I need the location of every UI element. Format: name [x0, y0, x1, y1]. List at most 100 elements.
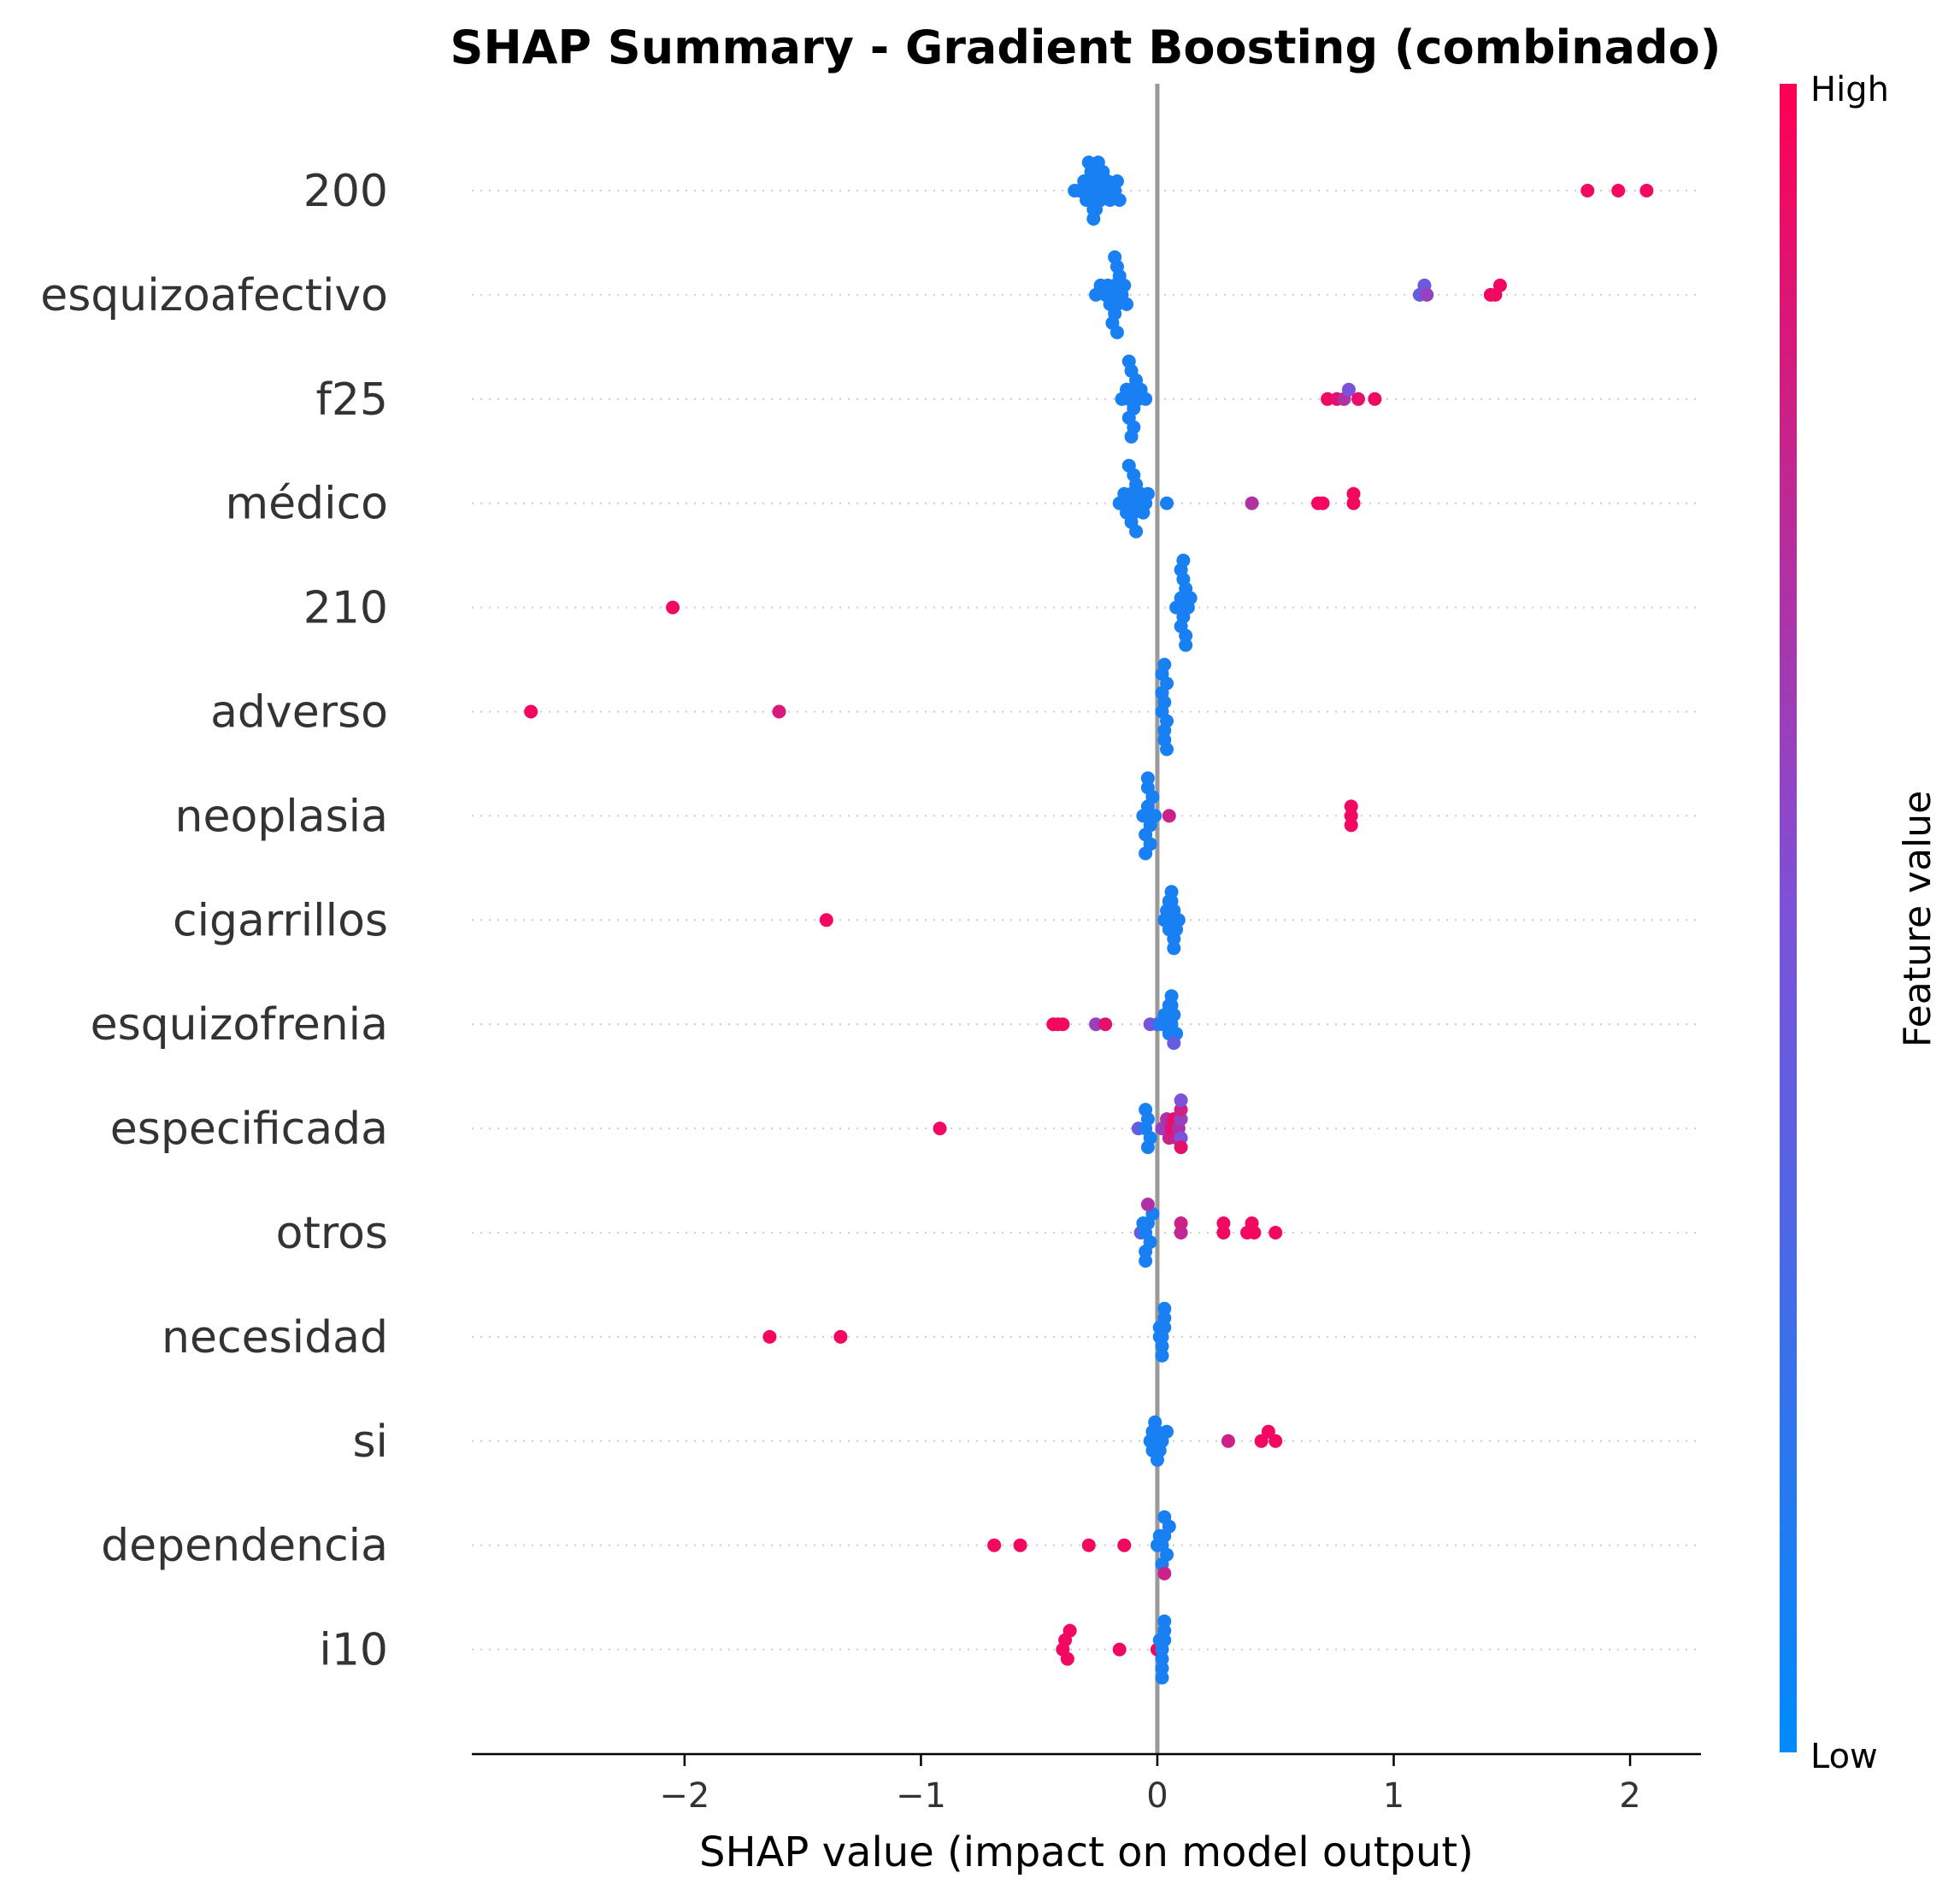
shap-point	[1140, 780, 1155, 795]
x-axis-label: SHAP value (impact on model output)	[699, 1828, 1474, 1876]
shap-point	[1157, 657, 1172, 672]
shap-point	[1062, 1623, 1077, 1638]
shap-point	[1179, 628, 1193, 643]
shap-point	[1140, 771, 1155, 786]
shap-point	[1268, 1226, 1283, 1239]
shap-point	[1580, 184, 1595, 197]
shap-point	[1368, 392, 1382, 406]
shap-point	[1174, 1226, 1188, 1239]
shap-point	[1109, 325, 1124, 339]
shap-point	[1179, 638, 1193, 652]
shap-point	[1346, 496, 1361, 510]
shap-point	[1160, 742, 1174, 757]
shap-point	[1492, 278, 1507, 292]
shap-point	[1139, 1103, 1153, 1117]
shap-point	[1056, 1017, 1070, 1032]
shap-point	[1174, 1112, 1188, 1127]
shap-point	[819, 913, 833, 927]
x-axis-ticks: −2 −1 0 1 2	[659, 1754, 1641, 1816]
shap-point	[1321, 392, 1335, 406]
shap-point	[1261, 1424, 1275, 1439]
feature-labels: 200 esquizoafectivo f25 médico 210 adverso neo…	[40, 166, 388, 1676]
shap-point	[1174, 1140, 1188, 1155]
shap-point	[1346, 486, 1361, 501]
shap-point	[1060, 1652, 1074, 1666]
shap-point	[1109, 174, 1124, 188]
row-gridlines	[472, 190, 1701, 1651]
shap-point	[1120, 297, 1134, 311]
feature-label: médico	[225, 479, 388, 530]
feature-label: necesidad	[162, 1312, 388, 1363]
colorbar	[1780, 84, 1797, 1752]
shap-point	[1091, 156, 1105, 169]
shap-point	[1216, 1226, 1231, 1239]
shap-point	[1164, 885, 1179, 899]
shap-point	[1247, 1226, 1262, 1239]
shap-point	[1013, 1538, 1027, 1552]
shap-point	[1167, 932, 1181, 946]
shap-point	[1108, 250, 1122, 264]
shap-point	[1155, 1348, 1169, 1363]
shap-point	[1100, 174, 1115, 188]
shap-point	[1155, 1661, 1169, 1675]
shap-point	[1155, 1652, 1169, 1666]
x-tick-label: 2	[1619, 1776, 1640, 1816]
shap-point	[1148, 809, 1162, 823]
shap-point	[1167, 941, 1181, 956]
shap-point	[1174, 1131, 1188, 1145]
shap-point	[762, 1329, 777, 1344]
shap-point	[1081, 156, 1096, 169]
shap-point	[833, 1329, 848, 1344]
shap-point	[1140, 486, 1155, 501]
shap-point	[1121, 354, 1136, 368]
feature-label: cigarrillos	[173, 895, 388, 946]
shap-point	[1245, 496, 1259, 510]
feature-label: neoplasia	[175, 791, 389, 842]
shap-point	[1081, 1538, 1096, 1552]
shap-point	[1139, 846, 1153, 861]
colorbar-low-label: Low	[1810, 1737, 1878, 1776]
chart-title: SHAP Summary - Gradient Boosting (combin…	[450, 21, 1722, 74]
feature-label: adverso	[210, 687, 388, 739]
shap-point	[1140, 1140, 1155, 1155]
shap-point	[1351, 392, 1366, 406]
shap-point	[1129, 524, 1144, 539]
shap-point	[1157, 1566, 1172, 1581]
shap-point	[1183, 591, 1198, 605]
colorbar-title: Feature value	[1896, 791, 1939, 1047]
shap-point	[524, 704, 539, 719]
shap-point	[1174, 1103, 1188, 1117]
shap-point	[1420, 287, 1434, 302]
shap-point	[1315, 496, 1330, 510]
shap-point	[1176, 553, 1191, 568]
x-tick-label: −1	[896, 1776, 946, 1816]
shap-point	[1164, 989, 1179, 1004]
shap-point	[1171, 913, 1186, 927]
shap-point	[1157, 1623, 1172, 1638]
shap-point	[1139, 1245, 1153, 1258]
shap-point	[1174, 1093, 1188, 1108]
shap-point	[1164, 894, 1179, 909]
shap-point	[1086, 212, 1101, 226]
shap-point	[1157, 1510, 1172, 1524]
shap-point	[1155, 1670, 1169, 1685]
shap-point	[1139, 1254, 1153, 1268]
shap-point	[666, 600, 680, 615]
shap-point	[1121, 458, 1136, 473]
feature-label: esquizoafectivo	[40, 270, 388, 321]
feature-label: si	[352, 1416, 388, 1468]
shap-point	[1145, 1443, 1160, 1457]
feature-label: i10	[319, 1625, 388, 1676]
feature-label: otros	[276, 1208, 388, 1259]
shap-point	[1148, 1415, 1162, 1429]
shap-point	[1139, 392, 1153, 406]
shap-point	[1157, 723, 1172, 738]
shap-point	[1344, 809, 1358, 823]
shap-point	[1089, 1017, 1104, 1032]
x-tick-label: −2	[659, 1776, 709, 1816]
shap-point	[987, 1538, 1002, 1552]
shap-point	[1152, 1320, 1167, 1334]
shap-point	[1112, 1642, 1127, 1657]
colorbar-high-label: High	[1810, 70, 1889, 109]
